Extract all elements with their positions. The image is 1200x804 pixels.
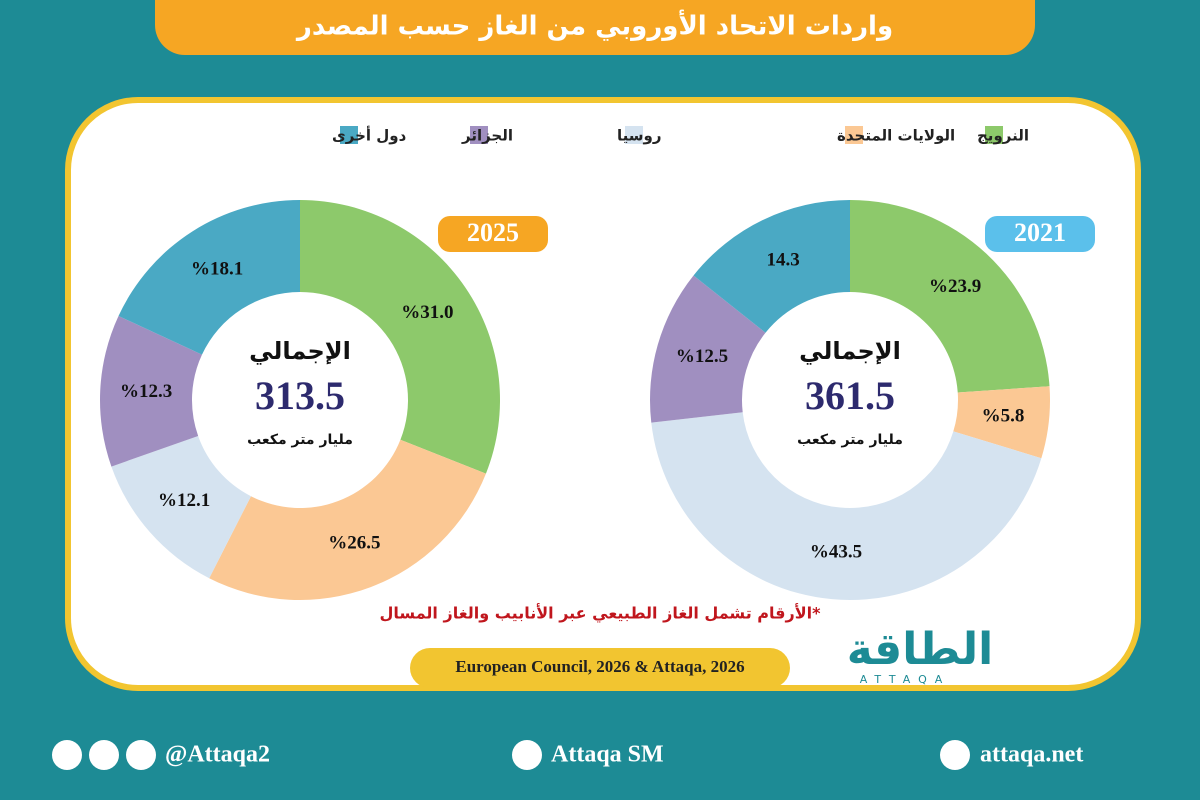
chart-title: 2025 [467,218,519,247]
value-label: %12.3 [120,381,172,402]
legend-label: الولايات المتحدة [837,127,955,145]
total-value: 313.5 [255,373,345,418]
legend-swatch [985,126,1003,144]
total-unit: مليار متر مكعب [797,432,903,448]
value-label: %43.5 [810,542,862,563]
chart-title: 2021 [1014,218,1066,247]
value-label: 14.3 [766,250,799,271]
value-label: %31.0 [401,302,453,323]
total-label: الإجمالي [799,337,901,365]
legend-swatch [845,126,863,144]
x-icon[interactable] [52,740,82,770]
logo-arabic: الطاقة [847,624,993,675]
title-banner [155,0,1035,55]
footer: @Attaqa2 Attaqa SM attaqa.net [52,740,1083,770]
legend-label: دول أخرى [332,126,407,145]
donut-slice [118,200,300,355]
value-label: %12.5 [676,346,728,367]
source: European Council, 2026 & Attaqa, 2026 [455,657,744,676]
legend-swatch [625,126,643,144]
facebook-icon[interactable] [126,740,156,770]
web-icon[interactable] [940,740,970,770]
donut-slice [850,200,1050,393]
year-badge [985,216,1095,252]
youtube-handle[interactable]: Attaqa SM [551,742,664,768]
donut-slice [693,200,850,333]
legend-label: روسيا [617,127,661,145]
donut-slice [650,275,766,423]
total-label: الإجمالي [249,337,351,365]
value-label: %18.1 [191,259,243,280]
value-label: %5.8 [982,406,1025,427]
value-label: %26.5 [328,532,380,553]
donut-slice [651,412,1042,600]
legend-label: الجزائر [461,127,513,145]
instagram-icon[interactable] [89,740,119,770]
value-label: %23.9 [929,276,981,297]
total-value: 361.5 [805,373,895,418]
donut-slice [99,315,202,467]
value-label: %12.1 [158,490,210,511]
donut-slice [953,386,1050,459]
youtube-icon[interactable] [512,740,542,770]
source-banner [410,648,790,688]
legend-swatch [470,126,488,144]
year-badge [438,216,548,252]
website[interactable]: attaqa.net [980,742,1083,768]
logo-latin: ATTAQA [860,673,951,686]
donut-slice [111,435,251,579]
legend-label: النرويج [977,127,1029,145]
social-handle[interactable]: @Attaqa2 [165,742,270,768]
donut-slice [300,200,500,474]
note: *الأرقام تشمل الغاز الطبيعي عبر الأنابيب… [380,604,822,624]
total-unit: مليار متر مكعب [247,432,353,448]
legend-swatch [340,126,358,144]
title: واردات الاتحاد الأوروبي من الغاز حسب الم… [295,10,893,42]
donut-slice [209,439,486,600]
